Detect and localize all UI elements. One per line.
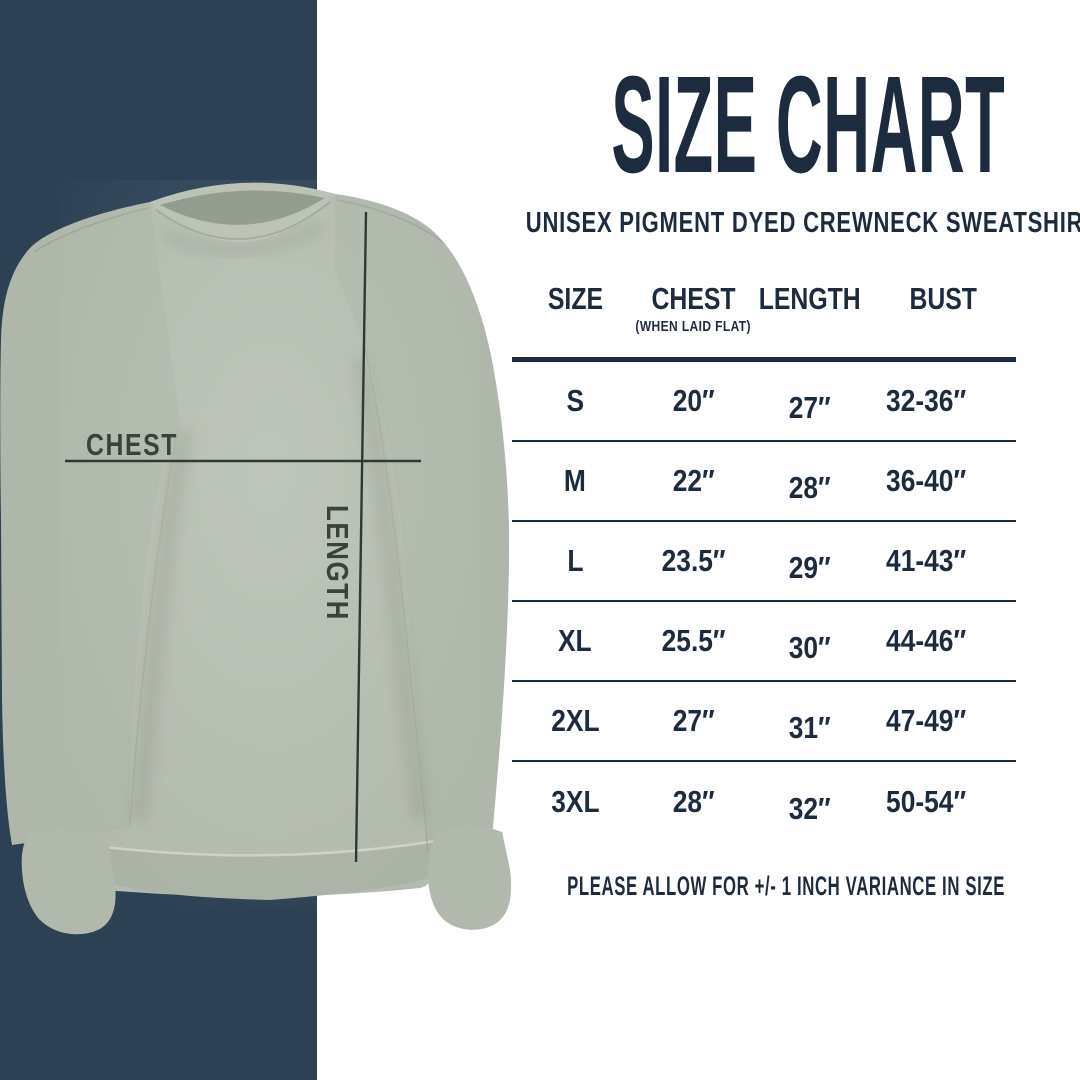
header-size: SIZE (512, 268, 638, 357)
table-row: XL 25.5″ 30″ 44-46″ (512, 602, 1016, 682)
header-size-label: SIZE (547, 281, 603, 316)
cell-size: L (512, 522, 638, 600)
cell-length: 29″ (749, 529, 870, 607)
table-row: 3XL 28″ 32″ 50-54″ (512, 762, 1016, 842)
sweatshirt-diagram: CHEST LENGTH (0, 180, 512, 935)
cell-size: 2XL (512, 682, 638, 760)
cell-length: 32″ (749, 769, 870, 849)
cell-bust-value: 41-43″ (885, 543, 966, 578)
cell-size-value: M (564, 463, 586, 498)
variance-footnote: PLEASE ALLOW FOR +/- 1 INCH VARIANCE IN … (567, 871, 1006, 901)
page-title: SIZE CHART (611, 48, 1006, 202)
cell-chest-value: 28″ (672, 784, 715, 819)
header-length-label: LENGTH (758, 281, 861, 316)
cell-length: 31″ (749, 689, 870, 767)
cell-bust: 44-46″ (870, 602, 1016, 680)
cell-size-value: 3XL (550, 784, 600, 819)
length-measure-line (354, 211, 368, 863)
cell-chest: 23.5″ (638, 522, 749, 600)
cell-length-value: 29″ (788, 550, 831, 585)
cell-chest-value: 23.5″ (661, 543, 726, 578)
cell-bust-value: 44-46″ (885, 623, 966, 658)
size-table: SIZE CHEST (WHEN LAID FLAT) LENGTH BUST … (512, 268, 1016, 842)
cell-size: 3XL (512, 762, 638, 842)
length-measure-label: LENGTH (320, 505, 355, 621)
cell-size: M (512, 442, 638, 520)
page-subtitle: UNISEX PIGMENT DYED CREWNECK SWEATSHIRT (525, 207, 1080, 239)
cell-size: XL (512, 602, 638, 680)
cell-chest: 25.5″ (638, 602, 749, 680)
cell-chest-value: 20″ (672, 383, 715, 418)
cell-bust: 47-49″ (870, 682, 1016, 760)
table-row: M 22″ 28″ 36-40″ (512, 442, 1016, 522)
cell-bust: 36-40″ (870, 442, 1016, 520)
header-chest-subnote: (WHEN LAID FLAT) (635, 318, 752, 335)
cell-bust-value: 47-49″ (885, 703, 966, 738)
cell-chest: 28″ (638, 762, 749, 842)
chest-measure-label: CHEST (86, 427, 178, 462)
cell-chest: 22″ (638, 442, 749, 520)
cell-chest: 20″ (638, 362, 749, 440)
cell-length-value: 30″ (788, 630, 831, 665)
cell-bust: 41-43″ (870, 522, 1016, 600)
cell-size-value: L (566, 543, 584, 578)
table-row: 2XL 27″ 31″ 47-49″ (512, 682, 1016, 762)
cell-bust: 50-54″ (870, 762, 1016, 842)
cell-chest-value: 22″ (672, 463, 715, 498)
cell-length-value: 31″ (788, 710, 831, 745)
cell-length-value: 32″ (788, 791, 831, 826)
header-length: LENGTH (749, 268, 870, 357)
cell-size-value: 2XL (550, 703, 600, 738)
cell-length: 28″ (749, 449, 870, 527)
cell-size-value: XL (558, 623, 592, 658)
cell-chest-value: 25.5″ (661, 623, 726, 658)
header-bust: BUST (870, 268, 1016, 357)
cell-size: S (512, 362, 638, 440)
cell-length: 27″ (749, 369, 870, 447)
cell-bust-value: 32-36″ (885, 383, 966, 418)
table-header-row: SIZE CHEST (WHEN LAID FLAT) LENGTH BUST (512, 268, 1016, 362)
table-row: L 23.5″ 29″ 41-43″ (512, 522, 1016, 602)
header-chest-label: CHEST (651, 281, 736, 316)
cell-bust: 32-36″ (870, 362, 1016, 440)
cell-bust-value: 36-40″ (885, 463, 966, 498)
header-bust-label: BUST (909, 281, 977, 316)
table-row: S 20″ 27″ 32-36″ (512, 362, 1016, 442)
cell-chest-value: 27″ (672, 703, 715, 738)
cell-bust-value: 50-54″ (885, 784, 966, 819)
cell-length-value: 28″ (788, 470, 831, 505)
shading-overlay (60, 180, 480, 910)
cell-chest: 27″ (638, 682, 749, 760)
cell-length-value: 27″ (788, 390, 831, 425)
header-chest: CHEST (WHEN LAID FLAT) (635, 268, 752, 357)
cell-length: 30″ (749, 609, 870, 687)
cell-size-value: S (566, 383, 584, 418)
